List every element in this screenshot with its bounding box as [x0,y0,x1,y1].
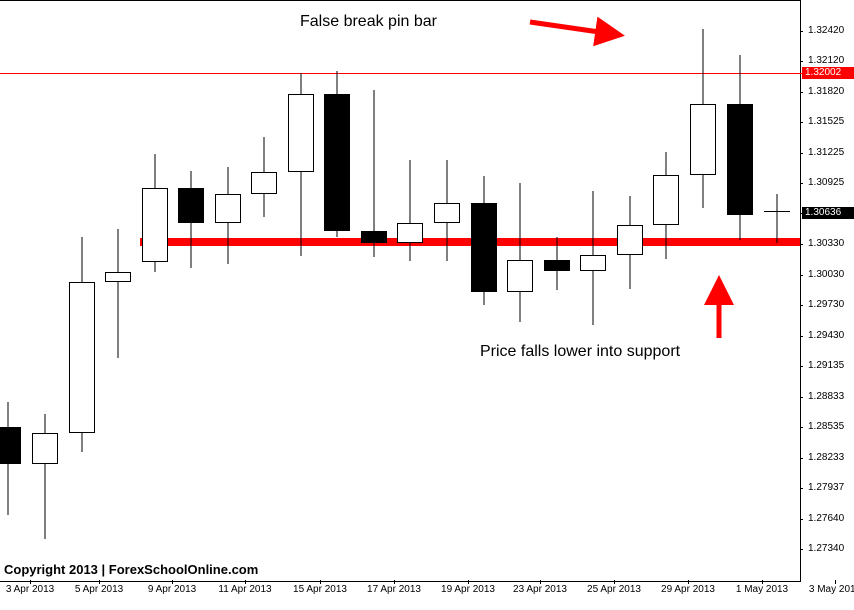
annotation-arrow [0,0,854,610]
candlestick-chart: 1.273401.276401.279371.282331.285351.288… [0,0,854,610]
copyright-text: Copyright 2013 | ForexSchoolOnline.com [4,562,258,577]
